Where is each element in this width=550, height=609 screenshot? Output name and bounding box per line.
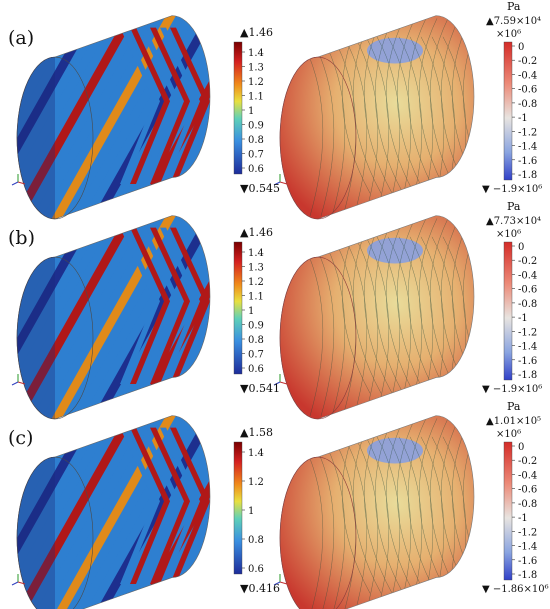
- stress-colorbar: Pa ▲1.01×10⁵ ×10⁶ 0 -0.2 -0.4 -0.6 -0.8 -1 -1.2 -1…: [482, 400, 549, 595]
- colorbar-tick-label: 1.1: [248, 92, 264, 103]
- axis-triad-icon: [273, 174, 288, 186]
- colorbar-max: ▲7.59×10⁴: [486, 16, 541, 27]
- colorbar-tick-label: 0: [518, 42, 524, 53]
- colorbar-tick-label: 1.4: [248, 448, 264, 459]
- panel-a: (a) ▲1.46 ▼0.545 1.4 1.3 1.2 1.1 1 0.9 0.8 0.7 0.6 P…: [0, 0, 542, 239]
- colorbar-min: ▼ −1.9×10⁶: [482, 184, 542, 195]
- colorbar-tick-label: -0.8: [518, 99, 537, 110]
- colorbar-tick-label: 0.6: [248, 164, 264, 175]
- colorbar-tick-label: -0.6: [518, 485, 537, 496]
- colorbar-tick-label: -0.2: [518, 456, 537, 467]
- colorbar-tick-label: 1.4: [248, 248, 264, 259]
- strain-colorbar: ▲1.58 ▼0.416 1.4 1.2 1 0.8 0.6: [233, 426, 280, 595]
- colorbar-tick-label: 1.4: [248, 48, 264, 59]
- colorbar-tick-label: -1.4: [518, 342, 537, 353]
- colorbar-tick-label: -0.4: [518, 270, 537, 281]
- panel-c: (c) ▲1.58 ▼0.416 1.4 1.2 1 0.8 0.6 Pa ▲1.01×10⁵ ×1…: [0, 391, 549, 609]
- colorbar-tick-label: -1: [518, 513, 528, 524]
- stress-cylinder-view: [270, 0, 513, 230]
- colorbar-tick-label: -0.8: [518, 299, 537, 310]
- strain-colorbar: ▲1.46 ▼0.541 1.4 1.3 1.2 1.1 1 0.9 0.8 0.7 0.6: [233, 226, 280, 395]
- colorbar-multiplier: ×10⁶: [496, 429, 521, 440]
- colorbar-tick-label: 0: [518, 442, 524, 453]
- colorbar-max: ▲1.46: [240, 26, 273, 39]
- colorbar-tick-label: 1.3: [248, 263, 264, 274]
- colorbar-tick-label: -1.8: [518, 370, 537, 381]
- colorbar-tick-label: -1.2: [518, 527, 537, 538]
- colorbar-tick-label: 0.7: [248, 350, 264, 361]
- colorbar-multiplier: ×10⁶: [496, 29, 521, 40]
- axis-triad-icon: [11, 374, 26, 386]
- colorbar-unit: Pa: [507, 200, 521, 213]
- colorbar-min: ▼0.541: [240, 382, 280, 395]
- colorbar-tick-label: 1.2: [248, 77, 264, 88]
- colorbar-tick-label: 0: [518, 242, 524, 253]
- colorbar-min: ▼ −1.86×10⁶: [482, 584, 549, 595]
- colorbar-tick-label: -0.6: [518, 285, 537, 296]
- colorbar-min: ▼ −1.9×10⁶: [482, 384, 542, 395]
- colorbar-tick-label: -1.2: [518, 327, 537, 338]
- colorbar-tick-label: -1.4: [518, 142, 537, 153]
- colorbar-tick-label: -1.6: [518, 356, 537, 367]
- colorbar-tick-label: 1.2: [248, 477, 264, 488]
- stress-colorbar: Pa ▲7.59×10⁴ ×10⁶ 0 -0.2 -0.4 -0.6 -0.8 -1 -1.2 -1…: [482, 0, 542, 195]
- colorbar-tick-label: -1.8: [518, 570, 537, 581]
- colorbar-tick-label: -1: [518, 313, 528, 324]
- colorbar-tick-label: -0.8: [518, 499, 537, 510]
- colorbar-max: ▲1.58: [240, 426, 273, 439]
- colorbar-tick-label: -0.4: [518, 470, 537, 481]
- colorbar-tick-label: 0.6: [248, 564, 264, 575]
- colorbar-max: ▲1.01×10⁵: [486, 416, 541, 427]
- colorbar-unit: Pa: [507, 400, 521, 413]
- colorbar-tick-label: 0.8: [248, 135, 264, 146]
- colorbar-tick-label: -0.2: [518, 56, 537, 67]
- colorbar-tick-label: 1.2: [248, 277, 264, 288]
- colorbar-tick-label: 0.7: [248, 150, 264, 161]
- panel-b: (b) ▲1.46 ▼0.541 1.4 1.3 1.2 1.1 1 0.9 0.8 0.7 0.6 P…: [0, 191, 542, 439]
- strain-colorbar: ▲1.46 ▼0.545 1.4 1.3 1.2 1.1 1 0.9 0.8 0.7 0.6: [233, 26, 280, 195]
- colorbar-unit: Pa: [507, 0, 521, 13]
- panel-label: (a): [8, 27, 34, 49]
- colorbar-tick-label: 1.3: [248, 63, 264, 74]
- colorbar-tick-label: 1: [248, 506, 254, 517]
- colorbar-min: ▼0.416: [240, 582, 280, 595]
- colorbar-multiplier: ×10⁶: [496, 229, 521, 240]
- axis-triad-icon: [273, 574, 288, 586]
- axis-triad-icon: [11, 574, 26, 586]
- stress-cylinder-view: [270, 400, 513, 609]
- stress-cylinder-view: [270, 200, 513, 430]
- colorbar-tick-label: 1: [248, 306, 254, 317]
- colorbar-tick-label: -0.6: [518, 85, 537, 96]
- stress-colorbar: Pa ▲7.73×10⁴ ×10⁶ 0 -0.2 -0.4 -0.6 -0.8 -1 -1.2 -1…: [482, 200, 542, 395]
- colorbar-tick-label: 1.1: [248, 292, 264, 303]
- colorbar-tick-label: -1.6: [518, 556, 537, 567]
- colorbar-tick-label: -0.2: [518, 256, 537, 267]
- axis-triad-icon: [11, 174, 26, 186]
- colorbar-max: ▲1.46: [240, 226, 273, 239]
- axis-triad-icon: [273, 374, 288, 386]
- colorbar-tick-label: 0.8: [248, 535, 264, 546]
- colorbar-tick-label: 1: [248, 106, 254, 117]
- colorbar-max: ▲7.73×10⁴: [486, 216, 541, 227]
- colorbar-min: ▼0.545: [240, 182, 280, 195]
- colorbar-tick-label: 0.6: [248, 364, 264, 375]
- panel-label: (c): [8, 427, 33, 449]
- colorbar-tick-label: -0.4: [518, 70, 537, 81]
- colorbar-tick-label: -1.6: [518, 156, 537, 167]
- colorbar-tick-label: -1.2: [518, 127, 537, 138]
- panel-label: (b): [8, 227, 35, 249]
- colorbar-tick-label: -1.4: [518, 542, 537, 553]
- colorbar-tick-label: 0.8: [248, 335, 264, 346]
- colorbar-tick-label: -1.8: [518, 170, 537, 181]
- colorbar-tick-label: 0.9: [248, 121, 264, 132]
- colorbar-tick-label: -1: [518, 113, 528, 124]
- colorbar-tick-label: 0.9: [248, 321, 264, 332]
